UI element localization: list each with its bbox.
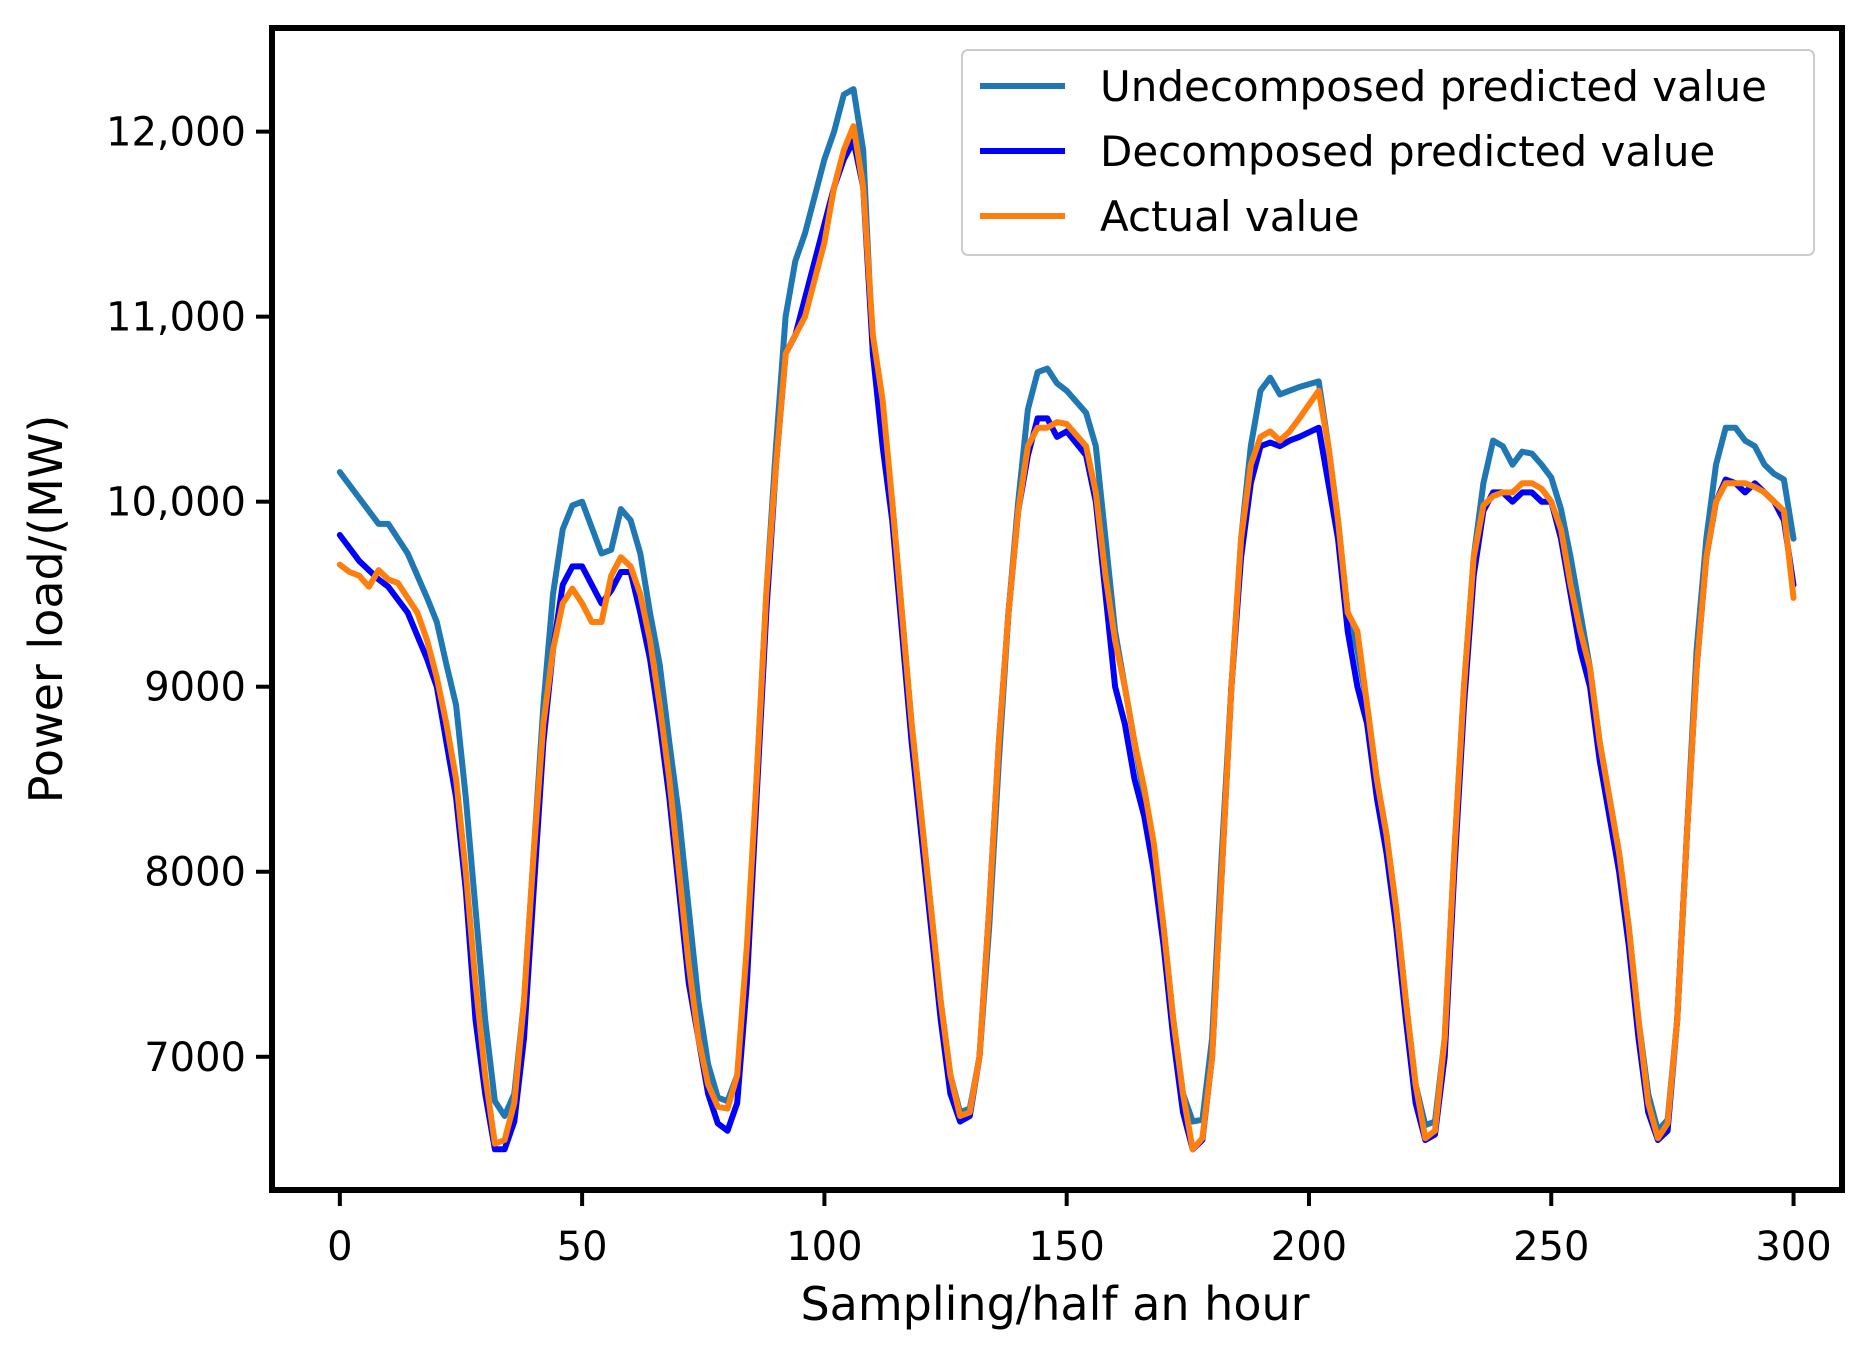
y-tick-label: 12,000: [106, 110, 246, 156]
series-line-3: [336, 123, 1797, 1153]
series-line-1: [336, 86, 1797, 1134]
x-tick-label: 100: [786, 1224, 862, 1270]
x-tick-label: 250: [1513, 1224, 1589, 1270]
x-tick-label: 300: [1755, 1224, 1831, 1270]
x-tick-label: 150: [1029, 1224, 1105, 1270]
y-tick-label: 8000: [144, 850, 246, 896]
x-tick-label: 200: [1271, 1224, 1347, 1270]
y-tick-label: 9000: [144, 665, 246, 711]
y-tick-label: 7000: [144, 1035, 246, 1081]
legend: Undecomposed predicted value Decomposed p…: [961, 49, 1815, 256]
legend-label-3: Actual value: [1100, 192, 1360, 241]
y-tick-label: 11,000: [106, 295, 246, 341]
legend-box: [961, 49, 1815, 256]
x-axis-ticks: 0 50 100 150 200 250 300: [327, 1193, 1832, 1270]
plot-frame: [269, 25, 1845, 1193]
x-axis-title: Sampling/half an hour: [800, 1277, 1309, 1331]
y-axis-title: Power load/(MW): [19, 415, 73, 804]
x-tick-label: 0: [327, 1224, 352, 1270]
y-tick-label: 10,000: [106, 480, 246, 526]
x-tick-label: 50: [557, 1224, 608, 1270]
y-axis-ticks: 7000 8000 9000 10,000 11,000 12,000: [106, 110, 269, 1081]
legend-label-2: Decomposed predicted value: [1100, 127, 1715, 176]
series-layer: [336, 86, 1797, 1153]
legend-label-1: Undecomposed predicted value: [1100, 62, 1767, 111]
